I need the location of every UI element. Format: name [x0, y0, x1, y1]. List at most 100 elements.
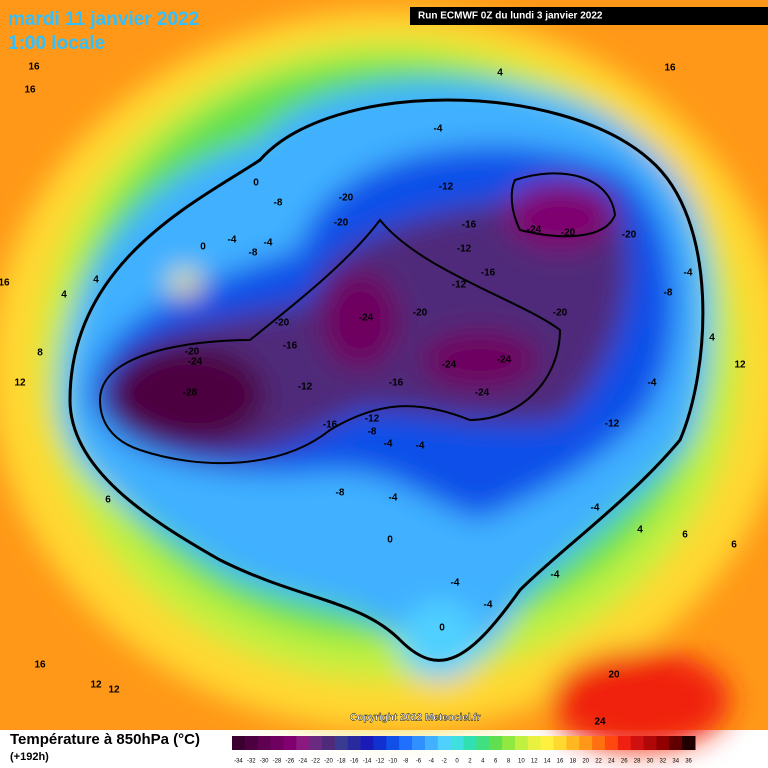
contour-label: -4: [591, 503, 600, 514]
colorbar-swatch: [669, 736, 683, 750]
contour-label: -4: [389, 493, 398, 504]
contour-label: 24: [594, 717, 606, 728]
colorbar-label: -16: [350, 759, 359, 765]
contour-label: -12: [457, 244, 472, 255]
colorbar-label: -34: [234, 759, 243, 765]
colorbar-label: -12: [376, 759, 385, 765]
colorbar-label: -20: [324, 759, 333, 765]
colorbar-label: -2: [442, 759, 448, 765]
colorbar-swatch: [592, 736, 606, 750]
contour-label: 8: [37, 348, 43, 359]
contour-label: 20: [608, 670, 620, 681]
colorbar-label: -24: [298, 759, 307, 765]
contour-label: -20: [185, 347, 200, 358]
contour-label: -24: [527, 225, 542, 236]
colorbar-label: -30: [260, 759, 269, 765]
colorbar-swatch: [244, 736, 259, 750]
contour-label: -16: [283, 341, 298, 352]
contour-label: -16: [481, 268, 496, 279]
contour-label: -24: [497, 355, 512, 366]
colorbar-label: 22: [595, 759, 602, 765]
colorbar-swatch: [604, 736, 619, 750]
contour-label: 4: [93, 275, 99, 286]
contour-label: -12: [605, 419, 620, 430]
colorbar-swatch: [579, 736, 593, 750]
contour-label: 12: [108, 685, 120, 696]
contour-label: -24: [188, 357, 203, 368]
colorbar-label: -10: [388, 759, 397, 765]
run-info: Run ECMWF 0Z du lundi 3 janvier 2022: [418, 11, 603, 22]
colorbar-swatch: [424, 736, 439, 750]
colorbar-swatch: [643, 736, 657, 750]
colorbar-swatch: [360, 736, 374, 750]
contour-label: -20: [339, 193, 354, 204]
colorbar-swatch: [476, 736, 490, 750]
contour-label: 0: [253, 178, 259, 189]
colorbar-label: 10: [518, 759, 525, 765]
colorbar-label: -22: [311, 759, 320, 765]
contour-label: 12: [14, 378, 26, 389]
contour-label: -16: [323, 420, 338, 431]
contour-label: 16: [664, 63, 676, 74]
contour-label: 16: [34, 660, 46, 671]
colorbar-swatch: [283, 736, 297, 750]
contour-label: 6: [731, 540, 737, 551]
colorbar-label: 28: [634, 759, 641, 765]
contour-label: 0: [200, 242, 206, 253]
contour-label: -16: [389, 378, 404, 389]
contour-label: -28: [183, 388, 198, 399]
colorbar-swatch: [412, 736, 426, 750]
contour-label: -4: [648, 378, 657, 389]
colorbar-label: 4: [481, 759, 485, 765]
colorbar-label: -26: [286, 759, 295, 765]
colorbar-swatch: [527, 736, 542, 750]
colorbar-swatch: [463, 736, 477, 750]
contour-label: -4: [264, 238, 273, 249]
colorbar: -34 -32 -30 -28 -26 -24 -22 -20 -18 -16 -14 -12 -10-…: [232, 736, 696, 765]
colorbar-label: 16: [557, 759, 564, 765]
colorbar-swatch: [566, 736, 580, 750]
contour-label: -4: [551, 570, 560, 581]
colorbar-label: -32: [247, 759, 256, 765]
contour-label: -8: [249, 248, 258, 259]
contour-label: 0: [387, 535, 393, 546]
legend-lead: (+192h): [10, 751, 49, 763]
contour-label: -8: [336, 488, 345, 499]
colorbar-label: 2: [468, 759, 472, 765]
colorbar-label: 12: [531, 759, 538, 765]
contour-label: -4: [384, 439, 393, 450]
colorbar-label: -28: [273, 759, 282, 765]
colorbar-label: 14: [544, 759, 551, 765]
colorbar-swatch: [296, 736, 310, 750]
contour-label: 0: [439, 623, 445, 634]
colorbar-label: -8: [403, 759, 409, 765]
colorbar-label: 30: [647, 759, 654, 765]
contour-label: 16: [24, 85, 36, 96]
colorbar-swatch: [257, 736, 272, 750]
colorbar-label: 20: [582, 759, 589, 765]
contour-label: -4: [451, 578, 460, 589]
colorbar-swatch: [270, 736, 284, 750]
colorbar-swatch: [386, 736, 400, 750]
colorbar-label: 26: [621, 759, 628, 765]
colorbar-swatch: [514, 736, 529, 750]
colorbar-swatch: [373, 736, 387, 750]
colorbar-label: -4: [429, 759, 435, 765]
contour-labels: -28-24-20-24-20-16-12-16-12-8-16-20-24-2…: [0, 62, 746, 728]
colorbar-label: 34: [672, 759, 679, 765]
colorbar-label: 18: [569, 759, 576, 765]
run-banner: [410, 7, 768, 25]
colorbar-swatch: [347, 736, 362, 750]
contour-label: -24: [475, 388, 490, 399]
contour-label: -20: [553, 308, 568, 319]
contour-label: -12: [298, 382, 313, 393]
colorbar-label: 32: [660, 759, 667, 765]
contour-label: 4: [709, 333, 715, 344]
contour-label: -12: [439, 182, 454, 193]
contour-label: 12: [734, 360, 746, 371]
contour-label: -4: [434, 124, 443, 135]
contour-label: -12: [452, 280, 467, 291]
colorbar-label: -18: [337, 759, 346, 765]
colorbar-label: 6: [494, 759, 498, 765]
